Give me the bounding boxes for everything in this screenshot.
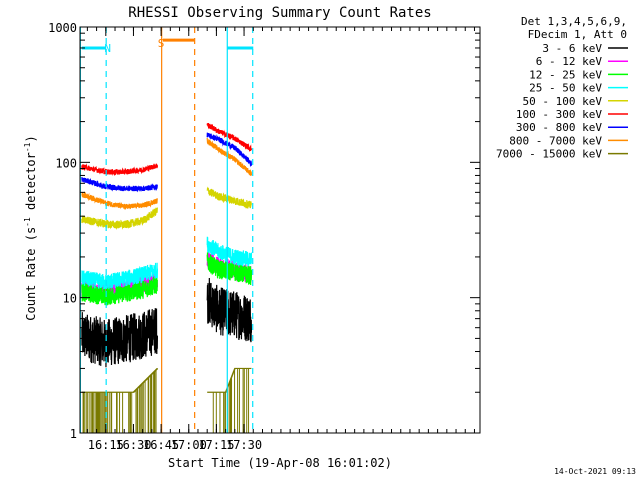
y-axis-label-sup1: -1 [23,217,32,227]
y-tick-label: 100 [55,156,77,170]
y-axis-label: Count Rate (s-1 detector-1) [23,135,38,320]
series-3 [81,236,253,290]
legend-entry-7: 800 - 7000 keV [509,134,602,147]
series-7 [81,137,253,210]
series-3-segment-1 [206,236,253,267]
plot-area [80,27,480,433]
legend-entry-6: 300 - 800 keV [516,121,602,134]
series-6 [81,132,253,193]
y-tick-label: 1000 [48,21,77,35]
legend-entry-4: 50 - 100 keV [523,95,603,108]
annotation-s: S [158,37,165,50]
legend: Det 1,3,4,5,6,9, FDecim 1, Att 0 3 - 6 k… [496,15,628,161]
series-5-segment-0 [81,163,159,177]
x-tick-label: 17:00 [171,438,207,452]
legend-header-line1: Det 1,3,4,5,6,9, [521,15,627,28]
series-0-segment-0 [81,308,159,368]
legend-entry-5: 100 - 300 keV [516,108,602,121]
series-0-segment-1 [206,277,253,343]
legend-entry-3: 25 - 50 keV [529,82,602,95]
x-tick-label: 16:30 [115,438,151,452]
series-5 [81,122,253,177]
series-4 [81,186,252,230]
series-6-segment-1 [206,132,253,168]
series-5-segment-1 [206,122,253,152]
x-tick-label: 16:45 [143,438,179,452]
series-3-segment-0 [81,262,159,290]
annotation-n: N [104,42,111,55]
series-6-segment-0 [81,176,158,193]
series-2-segment-0 [81,275,159,306]
legend-entry-0: 3 - 6 keV [542,42,602,55]
series-8-segment-0 [81,367,159,393]
series-4-segment-1 [206,186,252,209]
series-8 [81,367,252,433]
timestamp: 14-Oct-2021 09:13 [554,467,636,476]
x-tick-label: 17:15 [198,438,234,452]
series-7-segment-1 [206,137,253,177]
x-tick-label: 16:15 [88,438,124,452]
y-tick-label: 1 [70,427,77,441]
y-axis-label-part2: detector [24,152,38,217]
series-8-segment-1 [207,367,252,393]
x-axis-label: Start Time (19-Apr-08 16:01:02) [168,456,392,470]
series-4-segment-0 [81,207,159,230]
series-layer [81,122,253,433]
series-2-segment-1 [206,252,253,285]
y-axis-label-part1: Count Rate (s [24,227,38,321]
x-tick-label: 17:30 [226,438,262,452]
chart-title: RHESSI Observing Summary Count Rates [128,5,431,21]
plot-frame [79,26,481,434]
y-axis-label-sup2: -1 [23,142,32,152]
series-0 [81,277,253,368]
legend-entry-8: 7000 - 15000 keV [496,148,602,161]
legend-entry-2: 12 - 25 keV [529,68,602,81]
y-tick-label: 10 [63,292,77,306]
legend-header-line2: FDecim 1, Att 0 [528,28,627,41]
plot-background [80,27,480,433]
series-7-segment-0 [81,191,159,210]
series-2 [81,252,253,306]
y-axis-label-part3: ) [24,135,38,142]
legend-entry-1: 6 - 12 keV [536,55,603,68]
